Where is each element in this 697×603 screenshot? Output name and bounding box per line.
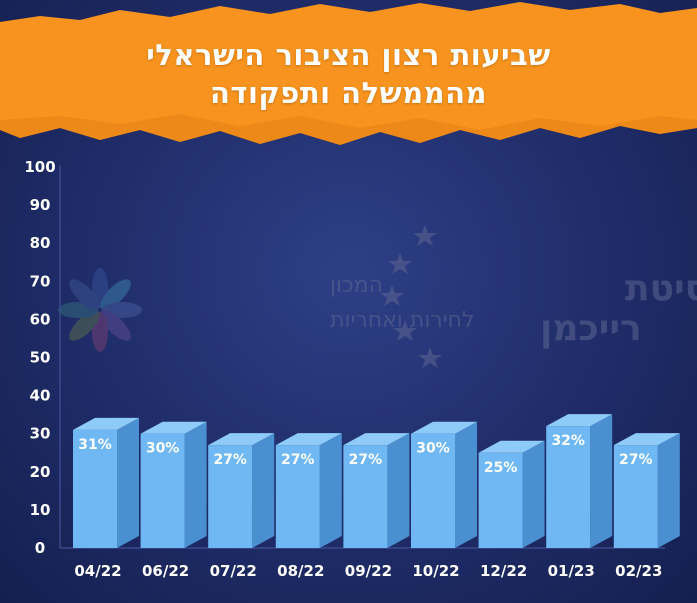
bar-top bbox=[478, 440, 545, 453]
x-tick-label: 08/22 bbox=[277, 562, 324, 580]
y-tick-label: 0 bbox=[35, 539, 45, 557]
bar: 27% bbox=[208, 433, 275, 548]
bar: 27% bbox=[613, 433, 680, 548]
bar-top bbox=[73, 417, 139, 430]
watermark-university-line-1: אוניברסיטת bbox=[625, 268, 697, 309]
bar-side bbox=[657, 433, 680, 548]
y-tick-label: 80 bbox=[30, 234, 51, 252]
bar-front bbox=[343, 445, 388, 548]
bar-side bbox=[319, 433, 342, 548]
bar: 30% bbox=[411, 421, 477, 548]
y-tick-label: 30 bbox=[30, 425, 51, 443]
bar-side bbox=[455, 421, 477, 548]
bar-data-label: 30% bbox=[416, 441, 450, 457]
x-tick-label: 02/23 bbox=[615, 562, 662, 580]
bar-data-label: 27% bbox=[213, 452, 247, 468]
bar: 25% bbox=[478, 440, 545, 548]
bar-side bbox=[252, 433, 275, 548]
bar-front bbox=[140, 433, 185, 548]
bar-front bbox=[546, 426, 591, 548]
x-tick-label: 07/22 bbox=[210, 562, 257, 580]
bar: 31% bbox=[73, 417, 139, 548]
bar-side bbox=[117, 417, 139, 548]
bar-data-label: 25% bbox=[484, 460, 518, 476]
bar-front bbox=[275, 445, 320, 548]
stars-arc-icon bbox=[380, 225, 442, 368]
bar-top bbox=[275, 433, 342, 446]
bar-front bbox=[613, 445, 658, 548]
bar-front bbox=[208, 445, 253, 548]
banner-brush-shape bbox=[0, 2, 697, 145]
y-tick-label: 50 bbox=[30, 349, 51, 367]
bar: 27% bbox=[343, 433, 410, 548]
y-tick-label: 40 bbox=[30, 387, 51, 405]
bar-data-label: 32% bbox=[551, 433, 585, 449]
bar-data-label: 27% bbox=[281, 452, 315, 468]
bar-top bbox=[546, 414, 613, 427]
y-tick-label: 10 bbox=[30, 501, 51, 519]
bar-front bbox=[478, 452, 523, 548]
x-tick-label: 04/22 bbox=[74, 562, 121, 580]
x-tick-label: 12/22 bbox=[480, 562, 527, 580]
y-tick-label: 20 bbox=[30, 463, 51, 481]
bar-top bbox=[613, 433, 680, 446]
bar-top bbox=[343, 433, 410, 446]
x-axis: 04/22 06/22 07/22 08/22 09/22 10/22 12/22 01/23… bbox=[74, 562, 662, 580]
x-tick-label: 09/22 bbox=[345, 562, 392, 580]
watermark: המכון לחירות ואחריות אוניברסיטת רייכמן bbox=[58, 225, 697, 368]
bar-side bbox=[184, 421, 207, 548]
bar-top bbox=[411, 421, 477, 434]
bar-side bbox=[522, 440, 545, 548]
bar-data-label: 30% bbox=[146, 441, 180, 457]
bar-top bbox=[140, 421, 207, 434]
bars-group: 31% 30% 27% 27% 27% 30% 25% 32% 27% bbox=[73, 414, 680, 548]
chart-title-line-1: שביעות רצון הציבור הישראלי bbox=[146, 38, 551, 72]
bar: 32% bbox=[546, 414, 613, 548]
x-tick-label: 10/22 bbox=[412, 562, 459, 580]
bar-data-label: 27% bbox=[349, 452, 383, 468]
y-tick-label: 70 bbox=[30, 272, 51, 290]
bar-data-label: 27% bbox=[619, 452, 653, 468]
y-tick-label: 100 bbox=[24, 158, 55, 176]
watermark-university-line-2: רייכמן bbox=[540, 308, 642, 349]
bar-side bbox=[387, 433, 410, 548]
y-axis: 0 10 20 30 40 50 60 70 80 90 100 bbox=[24, 158, 55, 557]
bar: 30% bbox=[140, 421, 207, 548]
x-tick-label: 01/23 bbox=[548, 562, 595, 580]
title-banner bbox=[0, 2, 697, 145]
watermark-institute-line-1: המכון bbox=[330, 273, 383, 298]
bar-front bbox=[411, 433, 455, 548]
x-tick-label: 06/22 bbox=[142, 562, 189, 580]
bar-side bbox=[590, 414, 613, 548]
bar: 27% bbox=[275, 433, 342, 548]
bar-top bbox=[208, 433, 275, 446]
y-tick-label: 60 bbox=[30, 310, 51, 328]
bar-data-label: 31% bbox=[78, 437, 112, 453]
flower-logo-icon bbox=[58, 268, 142, 352]
banner-brush-texture bbox=[0, 114, 697, 145]
bar-front bbox=[73, 429, 117, 548]
chart-title-line-2: מהממשלה ותפקודה bbox=[209, 76, 488, 110]
y-tick-label: 90 bbox=[30, 196, 51, 214]
